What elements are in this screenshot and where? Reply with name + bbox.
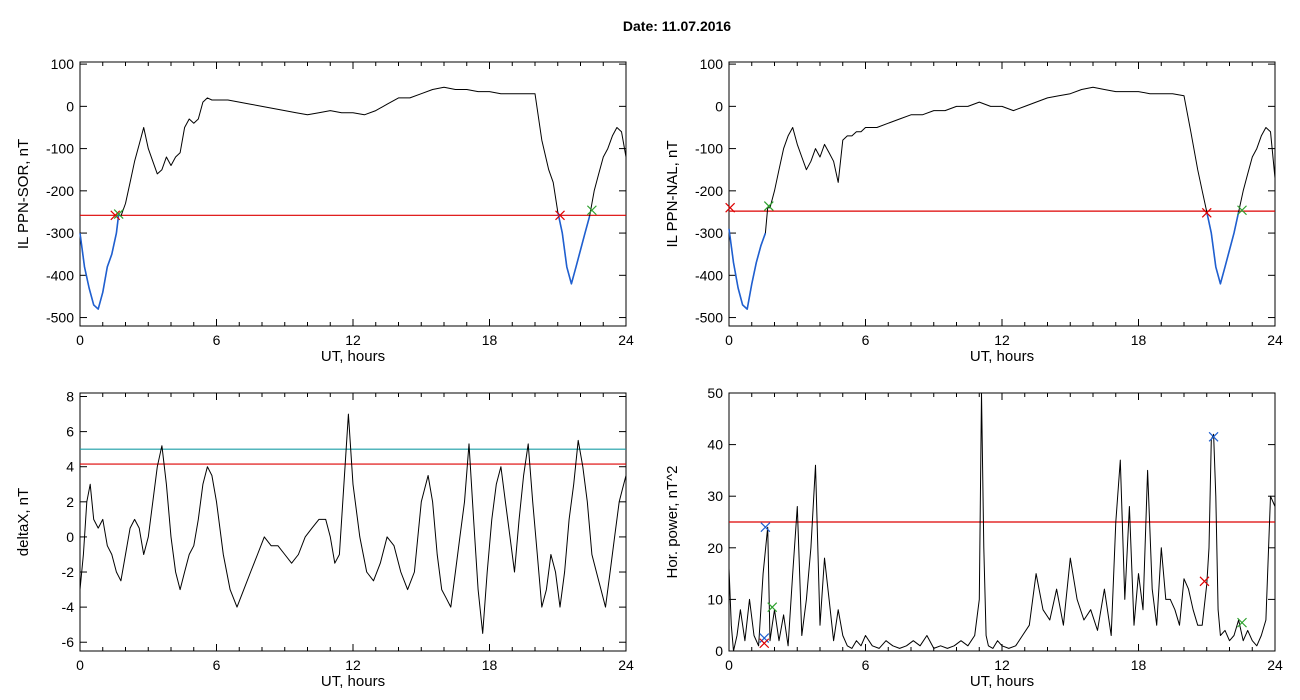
chart-sor-marker <box>110 210 121 221</box>
chart-panel-nal: 0 6 12 18 24 -500 -400 -300 -200 -100 0 100 UT, hour… <box>664 56 1283 365</box>
chart-sor-ytick-label: 100 <box>51 56 75 72</box>
chart-deltax-ytick-label: 4 <box>66 459 74 475</box>
chart-nal-series-line-0 <box>728 86 1276 310</box>
chart-nal-marker <box>1237 205 1247 216</box>
chart-sor-xtick-label: 12 <box>345 332 361 348</box>
chart-power-marker <box>760 522 771 533</box>
chart-sor-ylabel: IL PPN-SOR, nT <box>15 139 32 249</box>
chart-deltax-ytick-label: -6 <box>62 634 75 650</box>
chart-nal-marker <box>725 202 736 213</box>
chart-sor-ytick-label: -100 <box>46 141 74 157</box>
chart-nal-xtick-label: 0 <box>725 332 733 348</box>
chart-nal-xtick-label: 24 <box>1267 332 1283 348</box>
chart-sor-ytick-label: -400 <box>46 267 74 283</box>
chart-sor-ytick-label: -300 <box>46 225 74 241</box>
chart-deltax-ytick-label: -4 <box>62 599 75 615</box>
chart-nal-ytick-label: -300 <box>695 225 723 241</box>
chart-deltax-xtick-label: 0 <box>76 657 84 673</box>
chart-deltax-ytick-label: -2 <box>62 564 75 580</box>
chart-nal-ytick-label: 0 <box>715 98 723 114</box>
chart-power-ytick-label: 40 <box>707 437 723 453</box>
chart-power-xtick-label: 24 <box>1267 657 1283 673</box>
chart-power-marker <box>767 602 778 613</box>
chart-sor-plot-frame <box>79 61 627 327</box>
chart-nal-xlabel: UT, hours <box>970 348 1034 365</box>
chart-power-xtick-label: 6 <box>862 657 870 673</box>
chart-sor-xlabel: UT, hours <box>321 348 385 365</box>
chart-nal-ytick-label: 100 <box>700 56 724 72</box>
chart-sor-marker <box>113 209 124 219</box>
chart-nal-ytick-label: -100 <box>695 141 723 157</box>
chart-power-ytick-label: 20 <box>707 540 723 556</box>
chart-deltax-ytick-label: 0 <box>66 529 74 545</box>
chart-power-ytick-label: 30 <box>707 488 723 504</box>
chart-power-marker <box>1199 576 1210 587</box>
chart-sor-ytick-label: 0 <box>66 98 74 114</box>
chart-power-marker <box>1237 617 1247 628</box>
chart-deltax-ytick-label: 6 <box>66 424 74 440</box>
chart-nal-xtick-label: 6 <box>862 332 870 348</box>
chart-power-xtick-label: 0 <box>725 657 733 673</box>
chart-sor-xtick-label: 0 <box>76 332 84 348</box>
chart-panel-sor: 0 6 12 18 24 -500 -400 -300 -200 -100 0 100 UT, hour… <box>15 56 634 365</box>
chart-sor-marker <box>586 205 597 216</box>
chart-power-xtick-label: 12 <box>994 657 1010 673</box>
chart-nal-ytick-label: -500 <box>695 310 723 326</box>
chart-sor-ytick-label: -500 <box>46 310 74 326</box>
chart-deltax-ytick-label: 8 <box>66 389 74 405</box>
chart-power-marker <box>1208 431 1219 442</box>
chart-nal-xtick-label: 18 <box>1131 332 1147 348</box>
page-title: Date: 11.07.2016 <box>622 18 732 34</box>
chart-sor-series-line-0 <box>79 86 627 310</box>
chart-deltax-xtick-label: 6 <box>213 657 221 673</box>
chart-deltax-xlabel: UT, hours <box>321 673 385 690</box>
chart-deltax-series-line-0 <box>79 413 627 634</box>
chart-nal-ytick-label: -200 <box>695 183 723 199</box>
chart-power-ytick-label: 10 <box>707 591 723 607</box>
chart-deltax-xtick-label: 12 <box>345 657 361 673</box>
chart-sor-series-line-2 <box>557 211 591 285</box>
chart-deltax-ylabel: deltaX, nT <box>15 488 32 556</box>
chart-power-marker <box>759 633 770 644</box>
chart-sor-ytick-label: -200 <box>46 183 74 199</box>
chart-sor-xtick-label: 24 <box>618 332 634 348</box>
chart-deltax-plot-frame <box>79 392 627 652</box>
chart-nal-ytick-label: -400 <box>695 267 723 283</box>
chart-power-ytick-label: 0 <box>715 643 723 659</box>
chart-nal-series-line-1 <box>728 228 767 310</box>
chart-deltax-ytick-label: 2 <box>66 494 74 510</box>
chart-nal-ylabel: IL PPN-NAL, nT <box>664 141 681 248</box>
chart-nal-marker <box>1201 207 1212 218</box>
chart-nal-marker <box>763 201 774 211</box>
chart-sor-xtick-label: 18 <box>482 332 498 348</box>
chart-power-xtick-label: 18 <box>1131 657 1147 673</box>
chart-power-ytick-label: 50 <box>707 385 723 401</box>
chart-nal-xtick-label: 12 <box>994 332 1010 348</box>
chart-sor-marker <box>555 210 565 221</box>
chart-deltax-xtick-label: 24 <box>618 657 634 673</box>
chart-nal-plot-frame <box>728 61 1276 327</box>
chart-power-series-line-0 <box>728 392 1276 652</box>
chart-power-xlabel: UT, hours <box>970 673 1034 690</box>
chart-power-ylabel: Hor. power, nT^2 <box>664 466 681 579</box>
chart-sor-series-line-1 <box>79 214 120 310</box>
chart-sor-xtick-label: 6 <box>213 332 221 348</box>
chart-panel-power: 0 6 12 18 24 0 10 20 30 40 50 UT, hours Hor. power, … <box>664 385 1283 690</box>
chart-power-marker <box>759 638 770 649</box>
chart-deltax-xtick-label: 18 <box>482 657 498 673</box>
chart-nal-series-line-2 <box>1206 211 1240 285</box>
